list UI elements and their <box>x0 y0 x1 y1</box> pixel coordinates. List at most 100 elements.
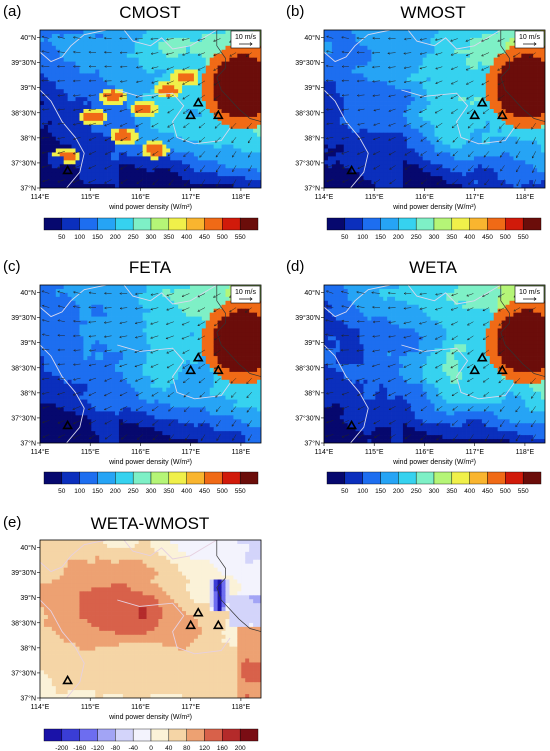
heatmap-cell <box>351 172 356 177</box>
wind-vector <box>372 94 381 97</box>
heatmap-cell <box>351 164 356 169</box>
heatmap-cell <box>91 89 96 94</box>
heatmap-cell <box>537 61 542 66</box>
heatmap-cell <box>225 30 230 35</box>
heatmap-cell <box>466 105 471 110</box>
heatmap-cell <box>87 109 92 114</box>
heatmap-cell <box>249 81 254 86</box>
heatmap-cell <box>257 73 261 78</box>
heatmap-cell <box>130 97 136 102</box>
heatmap-cell <box>509 144 514 149</box>
heatmap-cell <box>391 30 396 35</box>
heatmap-cell <box>434 73 439 78</box>
heatmap-cell <box>359 61 364 66</box>
heatmap-cell <box>430 120 435 126</box>
heatmap-cell <box>138 85 143 90</box>
heatmap-cell <box>371 144 376 149</box>
heatmap-cell <box>245 156 250 161</box>
heatmap-cell <box>481 89 487 94</box>
heatmap-cell <box>391 81 396 86</box>
heatmap-cell <box>186 152 191 157</box>
heatmap-cell <box>193 65 199 70</box>
heatmap-cell <box>253 93 258 98</box>
heatmap-cell <box>55 112 61 118</box>
heatmap-cell <box>178 116 183 122</box>
heatmap-cell <box>442 144 447 149</box>
heatmap-cell <box>79 57 84 62</box>
heatmap-cell <box>537 85 542 90</box>
heatmap-cell <box>225 105 230 110</box>
heatmap-cell <box>217 57 222 62</box>
heatmap-cell <box>359 97 364 102</box>
heatmap-cell <box>410 128 416 134</box>
wind-vector-head <box>340 36 344 39</box>
heatmap-cell <box>134 33 140 39</box>
heatmap-cell <box>197 116 203 122</box>
heatmap-cell <box>438 109 443 114</box>
wind-vector <box>435 38 443 41</box>
wind-vector-head <box>104 123 107 127</box>
heatmap-cell <box>422 81 427 86</box>
wind-vector <box>466 94 474 100</box>
heatmap-cell <box>533 168 538 173</box>
heatmap-cell <box>91 120 96 126</box>
heatmap-cell <box>193 85 199 90</box>
heatmap-cell <box>75 97 80 102</box>
heatmap-cell <box>335 89 341 94</box>
heatmap-cell <box>111 152 116 157</box>
heatmap-cell <box>505 85 510 90</box>
heatmap-cell <box>343 77 349 82</box>
heatmap-cell <box>122 124 128 130</box>
heatmap-cell <box>470 160 475 165</box>
heatmap-cell <box>257 57 261 62</box>
heatmap-cell <box>138 105 143 110</box>
heatmap-cell <box>505 61 510 66</box>
heatmap-cell <box>359 45 364 51</box>
heatmap-cell <box>351 93 356 98</box>
heatmap-cell <box>221 152 226 157</box>
heatmap-cell <box>166 57 171 62</box>
heatmap-cell <box>335 136 341 141</box>
heatmap-cell <box>107 156 112 161</box>
heatmap-cell <box>126 89 132 94</box>
wind-vector-head <box>103 51 107 54</box>
heatmap-cell <box>501 37 506 43</box>
heatmap-cell <box>379 120 384 126</box>
heatmap-cell <box>414 61 420 66</box>
heatmap-cell <box>410 37 416 43</box>
heatmap-cell <box>253 168 258 173</box>
heatmap-cell <box>434 77 439 82</box>
heatmap-cell <box>375 85 380 90</box>
heatmap-cell <box>217 180 222 185</box>
heatmap-cell <box>63 89 68 94</box>
wind-vector-head <box>57 122 60 126</box>
heatmap-cell <box>51 93 57 98</box>
heatmap-cell <box>189 77 195 82</box>
heatmap-cell <box>517 109 522 114</box>
heatmap-cell <box>229 144 234 149</box>
heatmap-cell <box>430 128 435 134</box>
heatmap-cell <box>391 77 396 82</box>
heatmap-cell <box>477 160 483 165</box>
heatmap-cell <box>213 156 218 161</box>
wind-vector-head <box>184 183 187 187</box>
heatmap-cell <box>347 180 352 185</box>
heatmap-cell <box>91 152 96 157</box>
heatmap-cell <box>122 41 128 47</box>
heatmap-cell <box>493 85 498 90</box>
heatmap-cell <box>438 172 443 177</box>
heatmap-cell <box>347 81 352 86</box>
wind-vector-head <box>150 37 153 41</box>
heatmap-cell <box>387 168 392 173</box>
heatmap-cell <box>241 81 246 86</box>
heatmap-cell <box>462 89 467 94</box>
heatmap-cell <box>182 184 187 188</box>
wind-vector-head <box>197 53 201 56</box>
heatmap-cell <box>126 37 132 43</box>
heatmap-cell <box>55 30 61 35</box>
heatmap-cell <box>395 112 400 118</box>
heatmap-cell <box>43 128 49 134</box>
heatmap-cell <box>249 120 254 126</box>
heatmap-cell <box>375 144 380 149</box>
heatmap-cell <box>91 53 96 58</box>
